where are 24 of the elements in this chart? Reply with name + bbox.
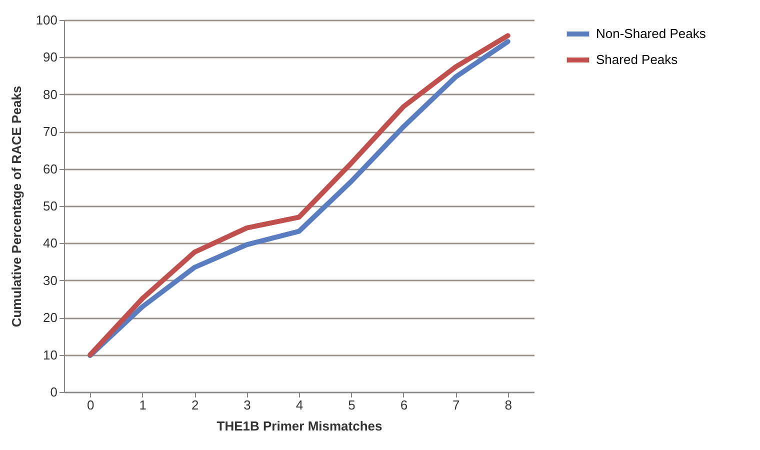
x-tick-label: 3 bbox=[244, 398, 251, 412]
x-tick-label: 8 bbox=[504, 398, 512, 412]
x-tick-label: 4 bbox=[296, 398, 304, 412]
y-axis-title: Cumulative Percentage of RACE Peaks bbox=[8, 86, 24, 328]
y-tick-label: 20 bbox=[43, 310, 58, 326]
y-tick-label: 100 bbox=[36, 12, 58, 28]
x-tick-label: 5 bbox=[348, 398, 356, 412]
x-tick-label: 1 bbox=[139, 398, 146, 412]
y-tick-label: 40 bbox=[43, 236, 58, 251]
x-axis-title: THE1B Primer Mismatches bbox=[216, 418, 382, 434]
y-tick-label: 10 bbox=[43, 347, 58, 362]
x-tick-label: 6 bbox=[400, 398, 408, 412]
y-tick-label: 90 bbox=[43, 50, 58, 65]
y-tick-label: 50 bbox=[43, 198, 58, 214]
y-tick-label: 30 bbox=[43, 272, 58, 288]
legend-label: Non-Shared Peaks bbox=[596, 26, 706, 41]
y-tick-label: 80 bbox=[43, 86, 58, 102]
x-tick-label: 7 bbox=[452, 398, 460, 412]
y-tick-label: 70 bbox=[43, 124, 58, 140]
legend-label: Shared Peaks bbox=[596, 52, 678, 67]
y-tick-label: 60 bbox=[43, 161, 58, 176]
x-tick-label: 2 bbox=[191, 398, 199, 412]
x-tick-label: 0 bbox=[86, 398, 94, 412]
y-tick-label: 0 bbox=[50, 384, 58, 400]
